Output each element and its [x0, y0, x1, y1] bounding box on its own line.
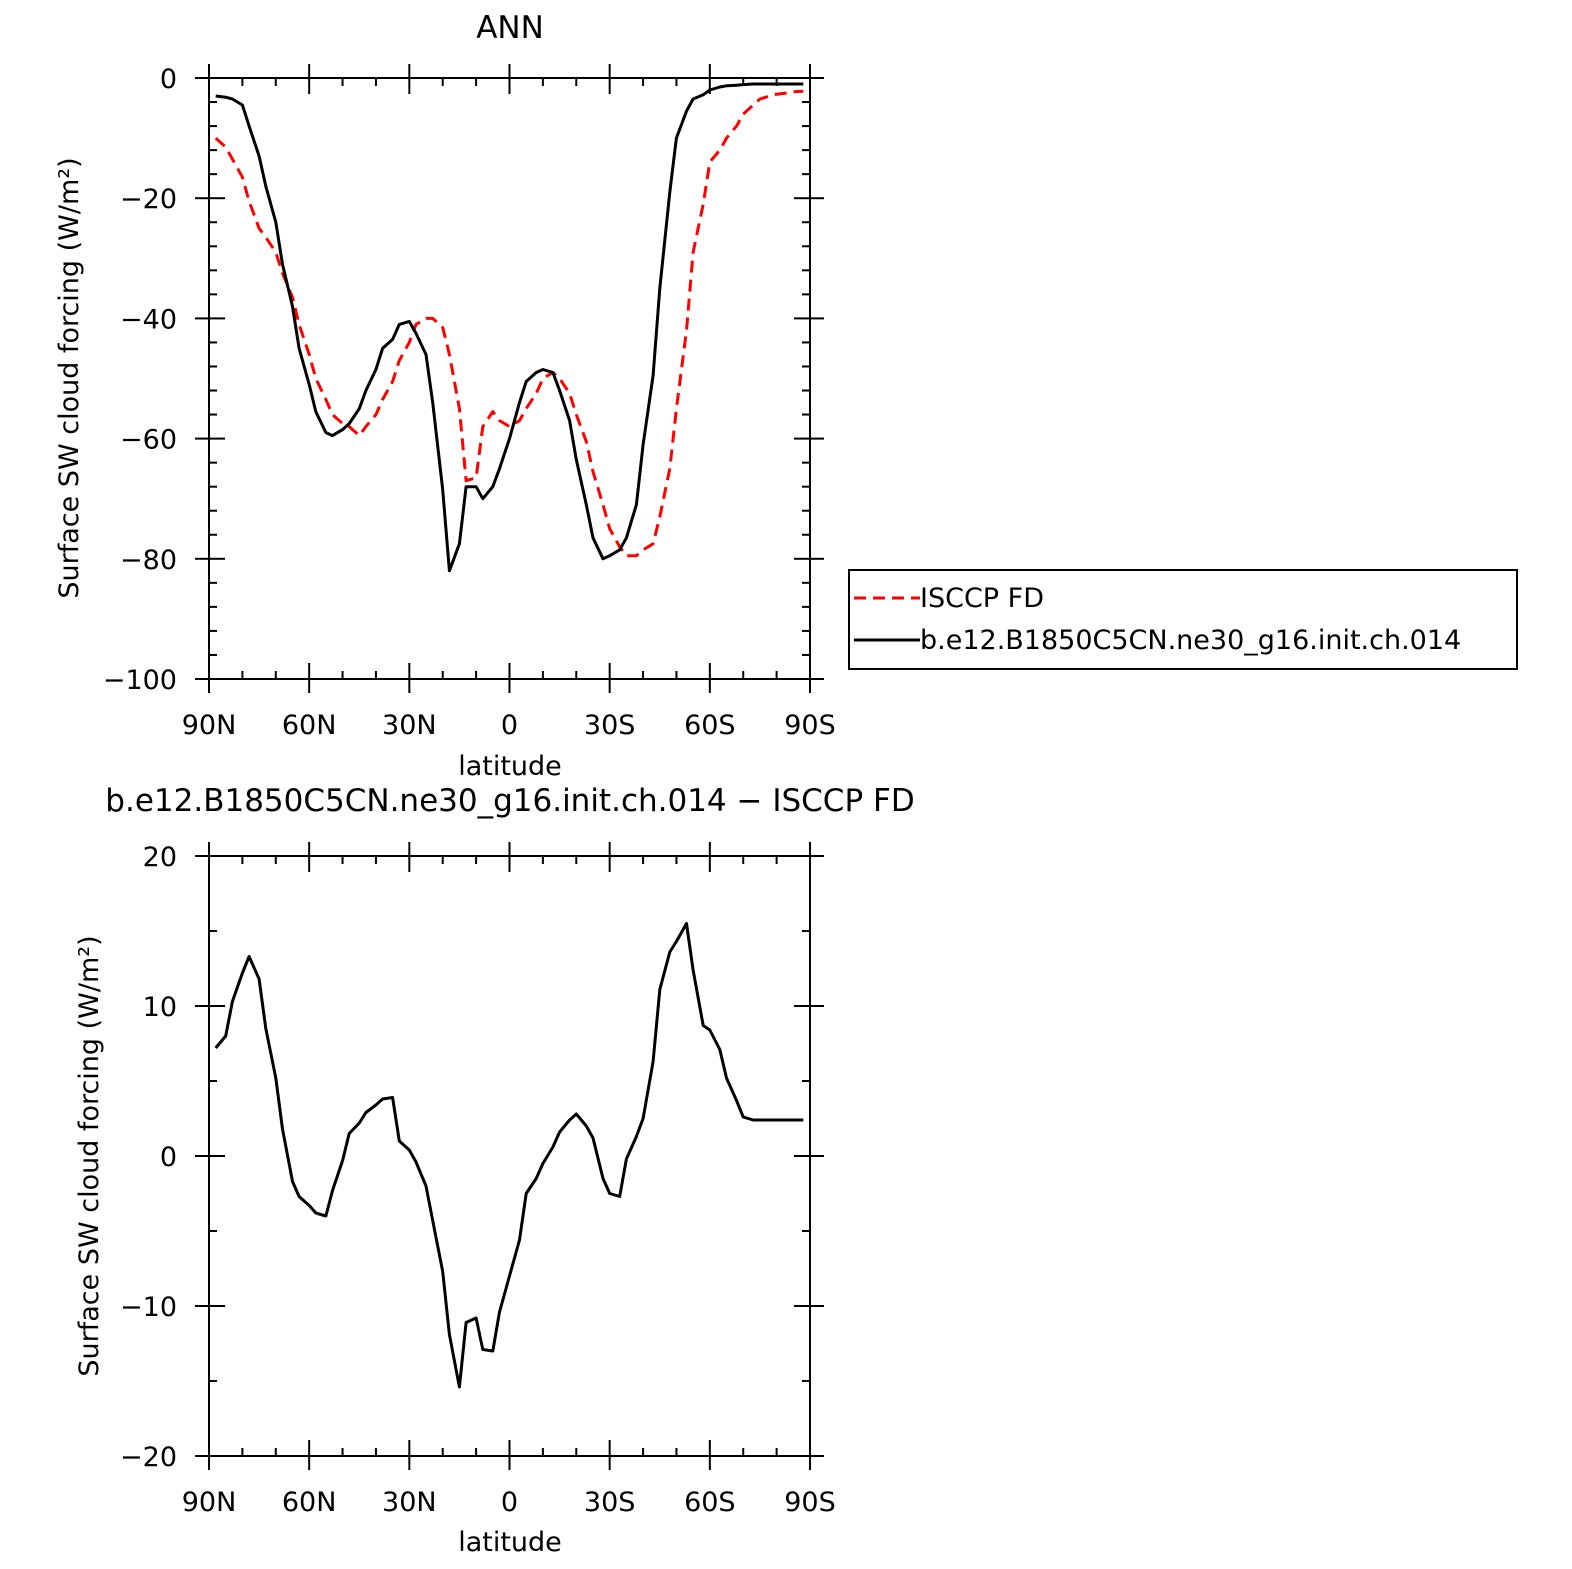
plot-frame	[208, 855, 811, 1457]
x-tick-label: 30N	[382, 1487, 437, 1518]
panel1-ylabel: Surface SW cloud forcing (W/m²)	[54, 157, 85, 598]
x-tick-label: 60S	[684, 1487, 736, 1518]
panel2-plot: 90N 60N 30N 0 30S 60S 90S 20 10 0 −10 −20	[120, 842, 836, 1518]
x-tick-label: 30S	[584, 710, 636, 741]
y-tick-label: 20	[143, 842, 177, 873]
y-tick-label: 0	[160, 1142, 177, 1173]
x-tick-label: 30N	[382, 710, 437, 741]
x-tick-label: 0	[501, 710, 518, 741]
x-tick-label: 30S	[584, 1487, 636, 1518]
x-tick-label: 0	[501, 1487, 518, 1518]
series-line-1	[215, 82, 804, 573]
panel2-title: b.e12.B1850C5CN.ne30_g16.init.ch.014 − I…	[105, 783, 914, 819]
y-tick-label: −20	[120, 1442, 177, 1473]
legend-box	[848, 569, 1518, 670]
series-line-0	[214, 922, 804, 1389]
panel1-xlabel: latitude	[458, 751, 562, 782]
y-tick-label: −100	[103, 665, 177, 696]
plot-frame	[208, 77, 811, 680]
y-tick-label: 10	[143, 992, 177, 1023]
x-tick-label: 90S	[784, 710, 836, 741]
y-tick-label: −20	[120, 184, 177, 215]
x-tick-label: 90N	[182, 710, 237, 741]
series-line-0	[214, 89, 804, 558]
y-tick-label: −80	[120, 545, 177, 576]
y-tick-label: −40	[120, 304, 177, 335]
panel1-plot: 90N 60N 30N 0 30S 60S 90S 0 −20 −40 −60 −80 −100	[103, 64, 836, 741]
panel1-title: ANN	[476, 10, 544, 46]
y-tick-label: −10	[120, 1292, 177, 1323]
x-tick-label: 90S	[784, 1487, 836, 1518]
y-tick-label: 0	[160, 64, 177, 95]
x-tick-label: 60N	[282, 710, 337, 741]
x-tick-label: 90N	[182, 1487, 237, 1518]
legend: ISCCP FD b.e12.B1850C5CN.ne30_g16.init.c…	[848, 569, 1518, 670]
panel2-ylabel: Surface SW cloud forcing (W/m²)	[74, 935, 105, 1376]
x-tick-label: 60S	[684, 710, 736, 741]
y-tick-label: −60	[120, 425, 177, 456]
x-tick-label: 60N	[282, 1487, 337, 1518]
legend-label-model: b.e12.B1850C5CN.ne30_g16.init.ch.014	[920, 625, 1461, 656]
legend-label-isccp: ISCCP FD	[920, 583, 1044, 614]
panel2-xlabel: latitude	[458, 1527, 562, 1558]
